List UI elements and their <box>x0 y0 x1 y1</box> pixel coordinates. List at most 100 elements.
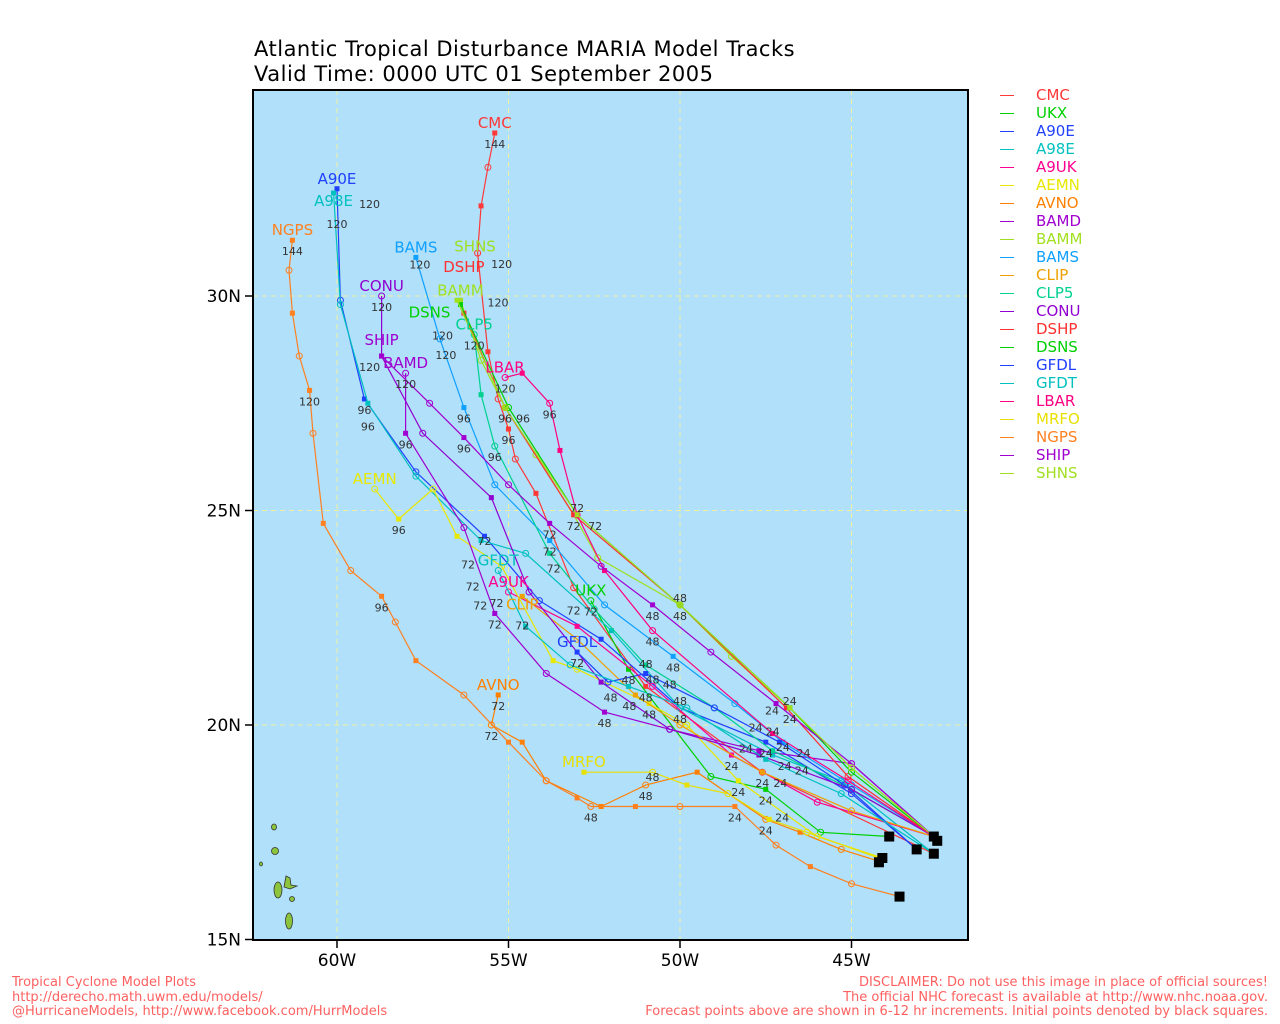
forecast-point <box>707 772 715 780</box>
forecast-point <box>419 429 427 437</box>
legend-label: CLP5 <box>1036 284 1074 302</box>
hour-label: 120 <box>464 340 485 353</box>
forecast-point <box>848 760 855 768</box>
forecast-point <box>598 679 604 685</box>
forecast-point <box>770 752 776 758</box>
footer-line: Tropical Cyclone Model Plots <box>12 975 197 990</box>
initial-point-square <box>894 891 905 902</box>
track-line <box>508 591 934 838</box>
hour-label: 144 <box>282 245 303 258</box>
forecast-point <box>598 636 604 642</box>
x-tick-label: 45W <box>832 951 871 971</box>
model-end-label: AEMN <box>353 470 397 488</box>
footer-line: @HurricaneModels, http://www.facebook.co… <box>12 1004 388 1019</box>
forecast-point <box>547 538 553 544</box>
hour-label: 72 <box>466 580 480 593</box>
forecast-point <box>841 781 849 789</box>
forecast-point <box>454 297 460 303</box>
legend-item-shns: SHNS <box>1000 464 1082 482</box>
forecast-point <box>566 661 574 669</box>
hour-label: 144 <box>484 138 505 151</box>
forecast-point <box>402 369 410 377</box>
track-line <box>381 355 935 837</box>
forecast-point <box>492 130 498 136</box>
hour-label: 48 <box>622 700 636 713</box>
forecast-point <box>492 610 498 616</box>
hour-label: 48 <box>646 771 660 784</box>
forecast-point <box>498 562 506 570</box>
forecast-point <box>763 786 769 792</box>
legend-label: NGPS <box>1036 428 1078 446</box>
model-end-label: DSNS <box>409 304 451 322</box>
hour-label: 48 <box>666 661 680 674</box>
forecast-point <box>487 721 495 729</box>
forecast-point <box>594 554 602 562</box>
legend-label: A9UK <box>1036 158 1077 176</box>
forecast-point <box>844 772 852 780</box>
footer-link[interactable]: http://derecho.math.uwm.edu/models/ <box>12 989 263 1005</box>
forecast-point <box>501 404 509 412</box>
forecast-point <box>289 237 295 243</box>
hour-label: 72 <box>473 600 487 613</box>
forecast-point <box>365 400 371 406</box>
forecast-point <box>460 524 468 532</box>
legend-item-ship: SHIP <box>1000 446 1082 464</box>
forecast-point <box>837 790 845 798</box>
forecast-point <box>495 692 501 698</box>
legend-swatch <box>1000 184 1014 186</box>
hour-label: 48 <box>639 691 653 704</box>
footer-left: Tropical Cyclone Model Plots http://derec… <box>12 975 388 1020</box>
forecast-point <box>676 601 684 609</box>
forecast-point <box>519 593 525 599</box>
legend-label: CONU <box>1036 302 1081 320</box>
hour-label: 24 <box>759 794 773 807</box>
legend-item-ukx: UKX <box>1000 104 1082 122</box>
hour-label: 48 <box>673 713 687 726</box>
model-end-label: NGPS <box>272 221 313 239</box>
hour-label: 48 <box>639 658 653 671</box>
forecast-point <box>519 370 525 376</box>
ocean <box>253 90 968 940</box>
legend-swatch <box>1000 238 1014 240</box>
forecast-point <box>643 671 649 677</box>
legend-swatch <box>1000 418 1014 420</box>
forecast-point <box>676 803 684 811</box>
forecast-point <box>649 768 657 776</box>
hour-label: 72 <box>567 520 581 533</box>
forecast-point <box>547 550 553 556</box>
hour-label: 96 <box>543 408 557 421</box>
forecast-point <box>684 782 690 788</box>
hour-label: 96 <box>502 434 516 447</box>
legend-swatch <box>1000 292 1014 294</box>
track-line <box>456 300 935 837</box>
hour-label: 96 <box>457 413 471 426</box>
hour-label: 72 <box>484 730 498 743</box>
track-line <box>584 771 880 859</box>
initial-point-square <box>884 831 895 842</box>
forecast-point <box>413 254 419 260</box>
legend-item-avno: AVNO <box>1000 194 1082 212</box>
forecast-point <box>574 649 580 655</box>
forecast-point <box>478 203 484 209</box>
hour-label: 24 <box>796 747 810 760</box>
model-end-label: CLIP <box>506 595 538 613</box>
forecast-point <box>501 374 509 382</box>
y-tick-label: 20N <box>207 716 241 736</box>
hour-label: 96 <box>399 438 413 451</box>
hour-label: 24 <box>778 760 792 773</box>
track-line <box>288 240 900 898</box>
forecast-point <box>770 731 776 737</box>
hour-label: 120 <box>359 198 380 211</box>
legend-label: BAMD <box>1036 212 1082 230</box>
legend-item-bamm: BAMM <box>1000 230 1082 248</box>
legend-swatch <box>1000 256 1014 258</box>
hour-label: 48 <box>646 610 660 623</box>
forecast-point <box>837 845 845 853</box>
hour-label: 24 <box>749 722 763 735</box>
hour-label: 72 <box>488 618 502 631</box>
model-end-label: LBAR <box>485 359 524 377</box>
legend-item-clip: CLIP <box>1000 266 1082 284</box>
forecast-point <box>461 405 467 411</box>
legend-label: GFDT <box>1036 374 1077 392</box>
initial-point-square <box>911 844 922 855</box>
